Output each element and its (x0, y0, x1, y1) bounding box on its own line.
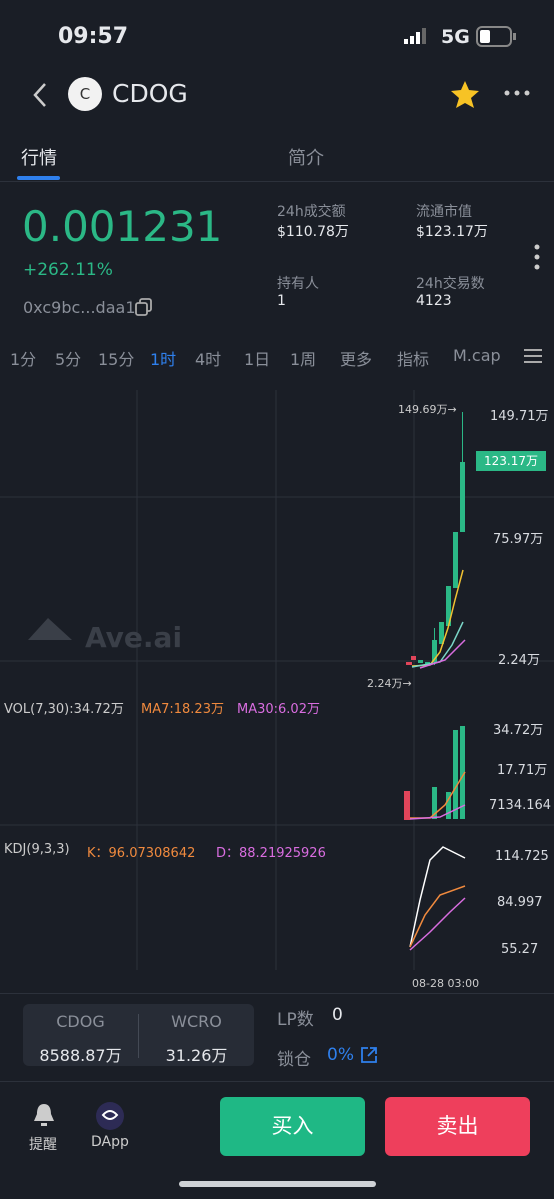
interval[interactable]: 1周 (290, 350, 317, 369)
low-marker: 2.24万→ (367, 677, 412, 690)
lock-value[interactable]: 0% (327, 1045, 354, 1065)
lock-label: 锁仓 (277, 1050, 311, 1070)
price-axis-label: 75.97万 (493, 532, 544, 547)
buy-button[interactable]: 买入 (220, 1097, 365, 1156)
battery-icon (476, 26, 516, 47)
stat-label: 24h成交额 (277, 204, 346, 220)
pool-amount: 31.26万 (165, 1046, 228, 1065)
volume-ma7: MA7:18.23万 (141, 702, 224, 717)
stat-value: 1 (277, 293, 286, 309)
network-label: 5G (441, 26, 470, 48)
stat-label: 持有人 (277, 276, 319, 292)
interval[interactable]: 1分 (10, 350, 37, 369)
dapp-icon[interactable] (95, 1101, 125, 1131)
contract-address[interactable]: 0xc9bc...daa1 (23, 298, 136, 317)
kdj-axis-label: 84.997 (497, 895, 543, 910)
stat-label: 流通市值 (416, 204, 472, 220)
price-value: 0.001231 (22, 202, 223, 251)
lp-label: LP数 (277, 1010, 314, 1030)
kdj-axis-label: 55.27 (501, 942, 539, 957)
stat-value: $110.78万 (277, 224, 349, 240)
stat-value: $123.17万 (416, 224, 488, 240)
volume-legend: VOL(7,30):34.72万 (4, 702, 124, 717)
pool-amount: 8588.87万 (39, 1046, 122, 1065)
signal-icon (404, 28, 426, 44)
tab-market[interactable]: 行情 (21, 148, 57, 169)
price-axis-label: 2.24万 (498, 653, 540, 668)
tab-indicator (17, 176, 60, 180)
price-axis-label: 149.71万 (490, 409, 549, 424)
high-marker: 149.69万→ (398, 403, 457, 416)
divider (0, 1081, 554, 1082)
kdj-axis-label: 114.725 (495, 849, 549, 864)
watermark: Ave.ai (85, 621, 183, 654)
divider (0, 993, 554, 994)
token-title: CDOG (112, 79, 188, 108)
token-avatar: C (68, 77, 102, 111)
volume-ma30: MA30:6.02万 (237, 702, 320, 717)
kline-chart (0, 390, 554, 970)
interval[interactable]: 1日 (244, 350, 271, 369)
tab-intro[interactable]: 简介 (288, 148, 324, 169)
time-axis-label: 08-28 03:00 (412, 977, 480, 990)
volume-axis-label: 7134.164 (489, 798, 552, 813)
stat-value: 4123 (416, 293, 452, 309)
divider (0, 181, 554, 182)
sell-button[interactable]: 卖出 (385, 1097, 530, 1156)
dapp-label[interactable]: DApp (91, 1134, 129, 1150)
more-button[interactable] (503, 88, 531, 98)
volume-axis-label: 34.72万 (493, 723, 544, 738)
pool-token: WCRO (171, 1012, 222, 1031)
interval[interactable]: 4时 (195, 350, 222, 369)
interval-active[interactable]: 1时 (150, 350, 177, 369)
kdj-k: K：96.07308642 (87, 846, 196, 861)
lp-value: 0 (332, 1005, 343, 1025)
stats-menu[interactable] (533, 243, 541, 271)
stat-label: 24h交易数 (416, 276, 485, 292)
pool-token: CDOG (56, 1012, 105, 1031)
status-time: 09:57 (58, 24, 129, 49)
indicator-menu[interactable]: 指标 (397, 350, 430, 369)
home-indicator (179, 1181, 376, 1187)
back-button[interactable] (30, 80, 50, 110)
interval[interactable]: 15分 (98, 350, 135, 369)
interval-more[interactable]: 更多 (340, 350, 373, 369)
external-link-icon[interactable] (360, 1046, 378, 1064)
current-price-tag: 123.17万 (476, 451, 546, 471)
kdj-d: D：88.21925926 (216, 846, 326, 861)
favorite-star[interactable] (449, 79, 481, 109)
pool-divider (138, 1014, 139, 1058)
alert-icon[interactable] (31, 1102, 57, 1128)
interval[interactable]: 5分 (55, 350, 82, 369)
mcap-toggle[interactable]: M.cap (453, 346, 501, 365)
volume-axis-label: 17.71万 (497, 763, 548, 778)
kdj-legend: KDJ(9,3,3) (4, 842, 70, 857)
copy-icon[interactable] (134, 297, 154, 317)
alert-label[interactable]: 提醒 (29, 1137, 57, 1153)
settings-icon[interactable] (522, 346, 544, 366)
price-change: +262.11% (23, 260, 113, 280)
